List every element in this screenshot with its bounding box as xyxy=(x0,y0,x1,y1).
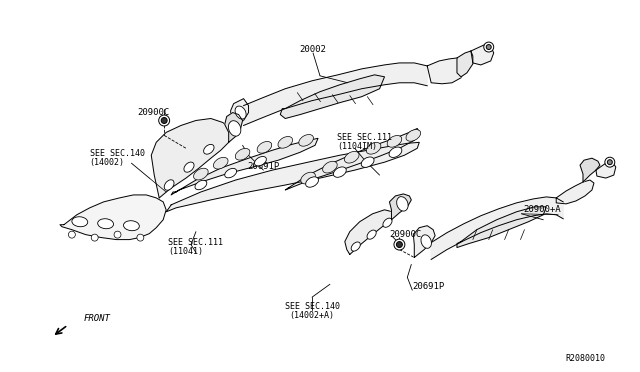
Circle shape xyxy=(484,42,493,52)
Ellipse shape xyxy=(344,151,359,163)
Circle shape xyxy=(605,157,615,167)
Polygon shape xyxy=(230,99,248,125)
Ellipse shape xyxy=(406,129,420,141)
Circle shape xyxy=(137,234,144,241)
Polygon shape xyxy=(345,210,396,254)
Ellipse shape xyxy=(204,144,214,154)
Polygon shape xyxy=(60,195,166,240)
Polygon shape xyxy=(285,128,419,190)
Text: SEE SEC.111: SEE SEC.111 xyxy=(337,133,392,142)
Polygon shape xyxy=(171,138,318,195)
Ellipse shape xyxy=(361,157,374,167)
Ellipse shape xyxy=(367,230,376,239)
Ellipse shape xyxy=(213,157,228,169)
Text: 20002: 20002 xyxy=(300,45,326,54)
Ellipse shape xyxy=(184,162,194,172)
Text: (14002): (14002) xyxy=(90,158,125,167)
Polygon shape xyxy=(556,180,594,204)
Text: 20900C: 20900C xyxy=(390,230,422,239)
Ellipse shape xyxy=(257,141,272,153)
Ellipse shape xyxy=(225,169,237,178)
Ellipse shape xyxy=(228,121,241,136)
Ellipse shape xyxy=(195,180,207,190)
Text: SEE SEC.111: SEE SEC.111 xyxy=(168,238,223,247)
Text: 20691P: 20691P xyxy=(247,162,280,171)
Ellipse shape xyxy=(235,106,246,119)
Polygon shape xyxy=(457,207,547,247)
Circle shape xyxy=(607,160,612,165)
Circle shape xyxy=(161,118,167,124)
Ellipse shape xyxy=(333,167,346,177)
Circle shape xyxy=(486,45,492,49)
Polygon shape xyxy=(471,45,493,65)
Polygon shape xyxy=(427,58,467,84)
Ellipse shape xyxy=(278,137,292,148)
Polygon shape xyxy=(580,158,600,182)
Ellipse shape xyxy=(387,135,402,147)
Text: (14002+A): (14002+A) xyxy=(289,311,335,320)
Text: FRONT: FRONT xyxy=(84,314,111,324)
Polygon shape xyxy=(151,119,233,198)
Text: 20900C: 20900C xyxy=(137,108,170,117)
Text: (1104IM): (1104IM) xyxy=(337,142,377,151)
Polygon shape xyxy=(457,51,473,77)
Ellipse shape xyxy=(389,147,402,157)
Ellipse shape xyxy=(301,172,316,184)
Circle shape xyxy=(159,115,170,126)
Ellipse shape xyxy=(255,157,266,166)
Ellipse shape xyxy=(397,197,408,211)
Text: 20900+A: 20900+A xyxy=(524,205,561,214)
Text: 20691P: 20691P xyxy=(412,282,445,291)
Polygon shape xyxy=(413,226,435,257)
Ellipse shape xyxy=(193,168,208,180)
Ellipse shape xyxy=(72,217,88,227)
Text: SEE SEC.140: SEE SEC.140 xyxy=(90,149,145,158)
Polygon shape xyxy=(244,63,427,125)
Ellipse shape xyxy=(299,135,314,146)
Circle shape xyxy=(396,241,403,247)
Ellipse shape xyxy=(323,161,337,173)
Polygon shape xyxy=(225,113,243,142)
Polygon shape xyxy=(596,162,616,178)
Ellipse shape xyxy=(164,180,174,190)
Ellipse shape xyxy=(383,218,392,227)
Text: R2080010: R2080010 xyxy=(566,354,606,363)
Polygon shape xyxy=(390,194,412,220)
Circle shape xyxy=(68,231,76,238)
Circle shape xyxy=(92,234,98,241)
Polygon shape xyxy=(166,142,419,212)
Polygon shape xyxy=(280,75,385,119)
Ellipse shape xyxy=(306,177,319,187)
Ellipse shape xyxy=(236,148,250,160)
Ellipse shape xyxy=(98,219,113,229)
Circle shape xyxy=(394,239,405,250)
Ellipse shape xyxy=(351,242,360,251)
Ellipse shape xyxy=(421,235,431,248)
Text: SEE SEC.140: SEE SEC.140 xyxy=(285,302,340,311)
Text: (11041): (11041) xyxy=(168,247,203,256)
Polygon shape xyxy=(431,197,563,259)
Ellipse shape xyxy=(366,142,381,154)
Circle shape xyxy=(114,231,121,238)
Ellipse shape xyxy=(124,221,140,231)
